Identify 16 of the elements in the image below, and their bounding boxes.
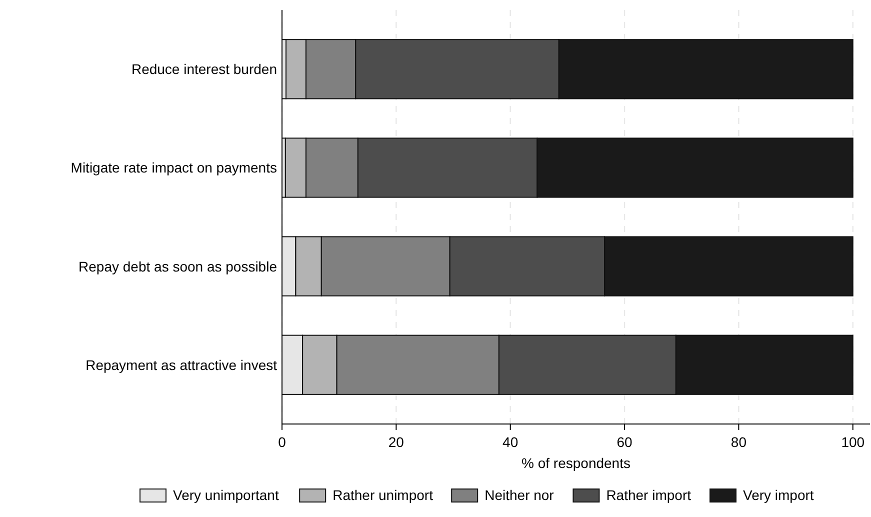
x-tick-label: 80 — [730, 434, 747, 450]
x-tick-label: 40 — [502, 434, 518, 450]
legend-label: Very unimportant — [173, 487, 279, 503]
y-tick-label: Repayment as attractive invest — [86, 356, 278, 373]
x-axis-title: % of respondents — [522, 455, 630, 471]
legend-label: Rather import — [606, 487, 692, 503]
legend-label: Neither nor — [484, 487, 554, 503]
y-tick-label: Reduce interest burden — [131, 61, 277, 78]
x-tick-label: 20 — [388, 434, 404, 450]
x-tick-label: 100 — [841, 434, 865, 450]
legend-label: Very import — [743, 487, 814, 503]
y-tick-label: Mitigate rate impact on payments — [70, 160, 277, 176]
legend-label: Rather unimport — [332, 487, 434, 503]
x-tick-label: 0 — [278, 434, 286, 450]
y-tick-label: Repay debt as soon as possible — [78, 258, 278, 274]
x-tick-label: 60 — [616, 434, 633, 450]
